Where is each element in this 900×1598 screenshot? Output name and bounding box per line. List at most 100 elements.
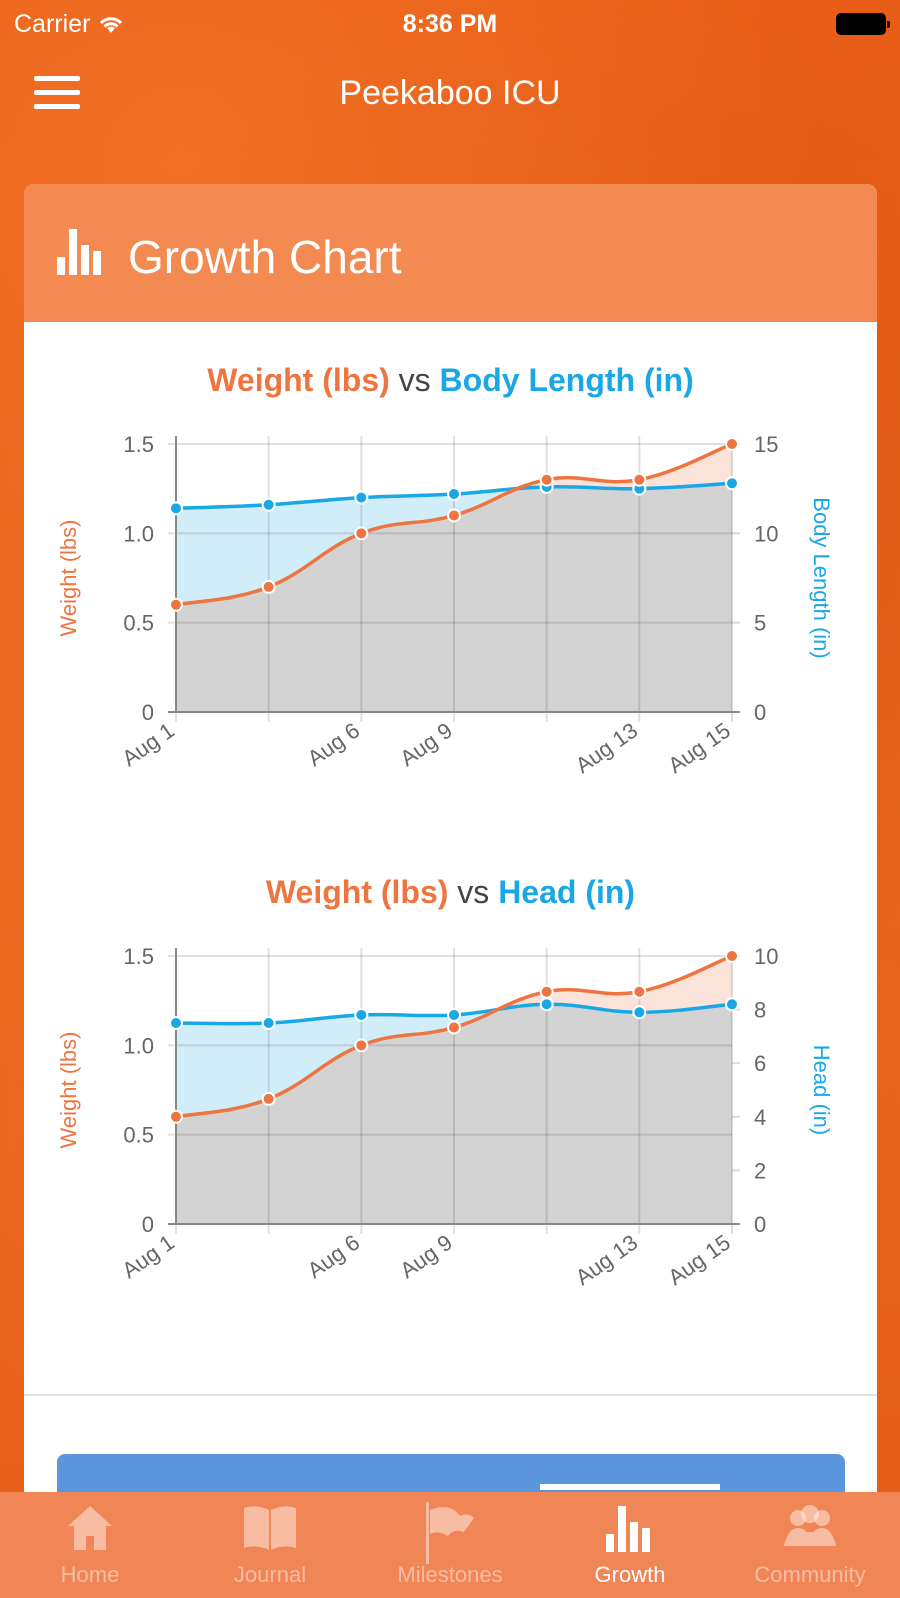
chart-title-vs: vs (398, 362, 431, 398)
right-series-point (261, 1016, 276, 1030)
y-tick-right: 10 (754, 944, 778, 969)
y-tick-right: 6 (754, 1051, 766, 1076)
weight-head-chart: 0 0.5 1.0 1.5 0 2 4 6 8 10 Aug 1 Aug 6 Aug 9 Aug 13 Au… (56, 944, 834, 1290)
nav-title: Peekaboo ICU (339, 74, 561, 112)
left-series-point (725, 437, 739, 451)
card-title: Growth Chart (128, 231, 402, 283)
x-tick-label: Aug 9 (395, 718, 456, 771)
card-header: Growth Chart (24, 184, 877, 322)
divider (24, 1394, 877, 1396)
y-tick-left: 0.5 (123, 611, 154, 636)
status-time: 8:36 PM (402, 10, 498, 38)
overlap-area (176, 483, 732, 712)
hamburger-line (34, 90, 80, 95)
tab-journal[interactable]: Journal (180, 1492, 360, 1598)
chart-title-2: Weight (lbs) vs Head (in) (24, 874, 877, 911)
hamburger-line (34, 104, 80, 109)
x-tick-label: Aug 1 (117, 1230, 178, 1283)
left-series-point (261, 579, 276, 594)
tab-label: Home (60, 1562, 120, 1587)
growth-card: Growth Chart Weight (lbs) vs Body Length… (24, 184, 877, 1598)
y-axis-label-left: Weight (lbs) (56, 1032, 81, 1149)
tab-label: Milestones (397, 1562, 503, 1587)
tab-home[interactable]: Home (0, 1492, 180, 1598)
right-series-point (447, 487, 461, 502)
y-tick-right: 2 (754, 1158, 766, 1183)
y-tick-right: 0 (754, 700, 766, 725)
right-series-point (632, 1005, 647, 1020)
left-series-point (725, 949, 739, 963)
left-series-point (632, 472, 647, 487)
right-series-point (169, 501, 183, 516)
right-series-point (354, 1007, 369, 1022)
tab-label: Community (754, 1562, 866, 1587)
weight-length-chart: 0 0.5 1.0 1.5 0 5 10 15 Aug 1 Aug 6 Aug 9 Aug 13 Aug… (56, 432, 834, 778)
x-tick-label: Aug 1 (117, 718, 178, 771)
carrier: Carrier (14, 10, 124, 39)
hamburger-line (34, 76, 80, 81)
y-tick-left: 1.0 (123, 521, 154, 546)
growth-chart-icon (606, 1506, 650, 1552)
y-axis-label-left: Weight (lbs) (56, 520, 81, 637)
right-series-point (354, 490, 369, 505)
x-tick-label: Aug 15 (663, 1230, 734, 1290)
left-series-point (354, 526, 369, 541)
left-series-point (261, 1091, 276, 1106)
left-series-point (169, 1109, 183, 1124)
right-series-point (725, 476, 739, 491)
y-tick-left: 0 (142, 700, 154, 725)
chart-title-left: Weight (lbs) (265, 874, 449, 910)
x-tick-label: Aug 13 (571, 718, 642, 778)
button-bar (540, 1484, 720, 1490)
tab-label: Growth (594, 1562, 666, 1587)
left-series-point (447, 1020, 461, 1035)
x-tick-label: Aug 6 (303, 718, 364, 771)
community-icon (784, 1505, 836, 1546)
x-tick-label: Aug 13 (571, 1230, 642, 1290)
tab-label: Journal (233, 1562, 307, 1587)
right-series-point (261, 497, 276, 512)
tab-community[interactable]: Community (720, 1492, 900, 1598)
journal-icon (244, 1506, 296, 1550)
chart-title-1: Weight (lbs) vs Body Length (in) (24, 362, 877, 399)
right-series-point (169, 1016, 183, 1030)
left-series-point (632, 984, 647, 999)
y-tick-right: 8 (754, 998, 766, 1023)
y-tick-left: 1.5 (123, 432, 154, 457)
nav-bar: Peekaboo ICU (0, 46, 900, 141)
battery-icon (836, 13, 890, 35)
left-series-point (539, 984, 554, 999)
x-tick-label: Aug 6 (303, 1230, 364, 1283)
bar-chart-icon (57, 229, 101, 275)
carrier-label: Carrier (14, 10, 91, 38)
chart-title-left: Weight (lbs) (207, 362, 390, 398)
y-tick-left: 0 (142, 1212, 154, 1237)
y-tick-left: 1.5 (123, 944, 154, 969)
left-series-point (354, 1038, 369, 1053)
chart-title-vs: vs (457, 874, 490, 910)
tab-growth[interactable]: Growth (540, 1492, 720, 1598)
y-tick-left: 0.5 (123, 1123, 154, 1148)
y-axis-label-right: Body Length (in) (809, 497, 834, 658)
tab-milestones[interactable]: Milestones (360, 1492, 540, 1598)
chart-title-right: Body Length (in) (439, 362, 694, 398)
y-axis-label-right: Head (in) (809, 1045, 834, 1135)
right-series-point (447, 1007, 461, 1022)
x-tick-label: Aug 9 (395, 1230, 456, 1283)
y-tick-right: 5 (754, 611, 766, 636)
y-tick-right: 4 (754, 1105, 766, 1130)
right-series-point (539, 997, 554, 1012)
overlap-area (176, 1004, 732, 1224)
home-icon (68, 1506, 112, 1550)
left-series-point (447, 508, 461, 523)
wifi-icon (100, 16, 123, 33)
menu-button[interactable] (34, 76, 80, 112)
status-bar: Carrier 8:36 PM (0, 0, 900, 46)
tab-bar: Home Journal Milestones Growth Commu (0, 1492, 900, 1598)
right-series-point (725, 997, 739, 1012)
y-tick-right: 0 (754, 1212, 766, 1237)
left-series-point (169, 597, 183, 612)
y-tick-right: 15 (754, 432, 778, 457)
y-tick-left: 1.0 (123, 1033, 154, 1058)
milestones-flag-icon (426, 1502, 474, 1564)
